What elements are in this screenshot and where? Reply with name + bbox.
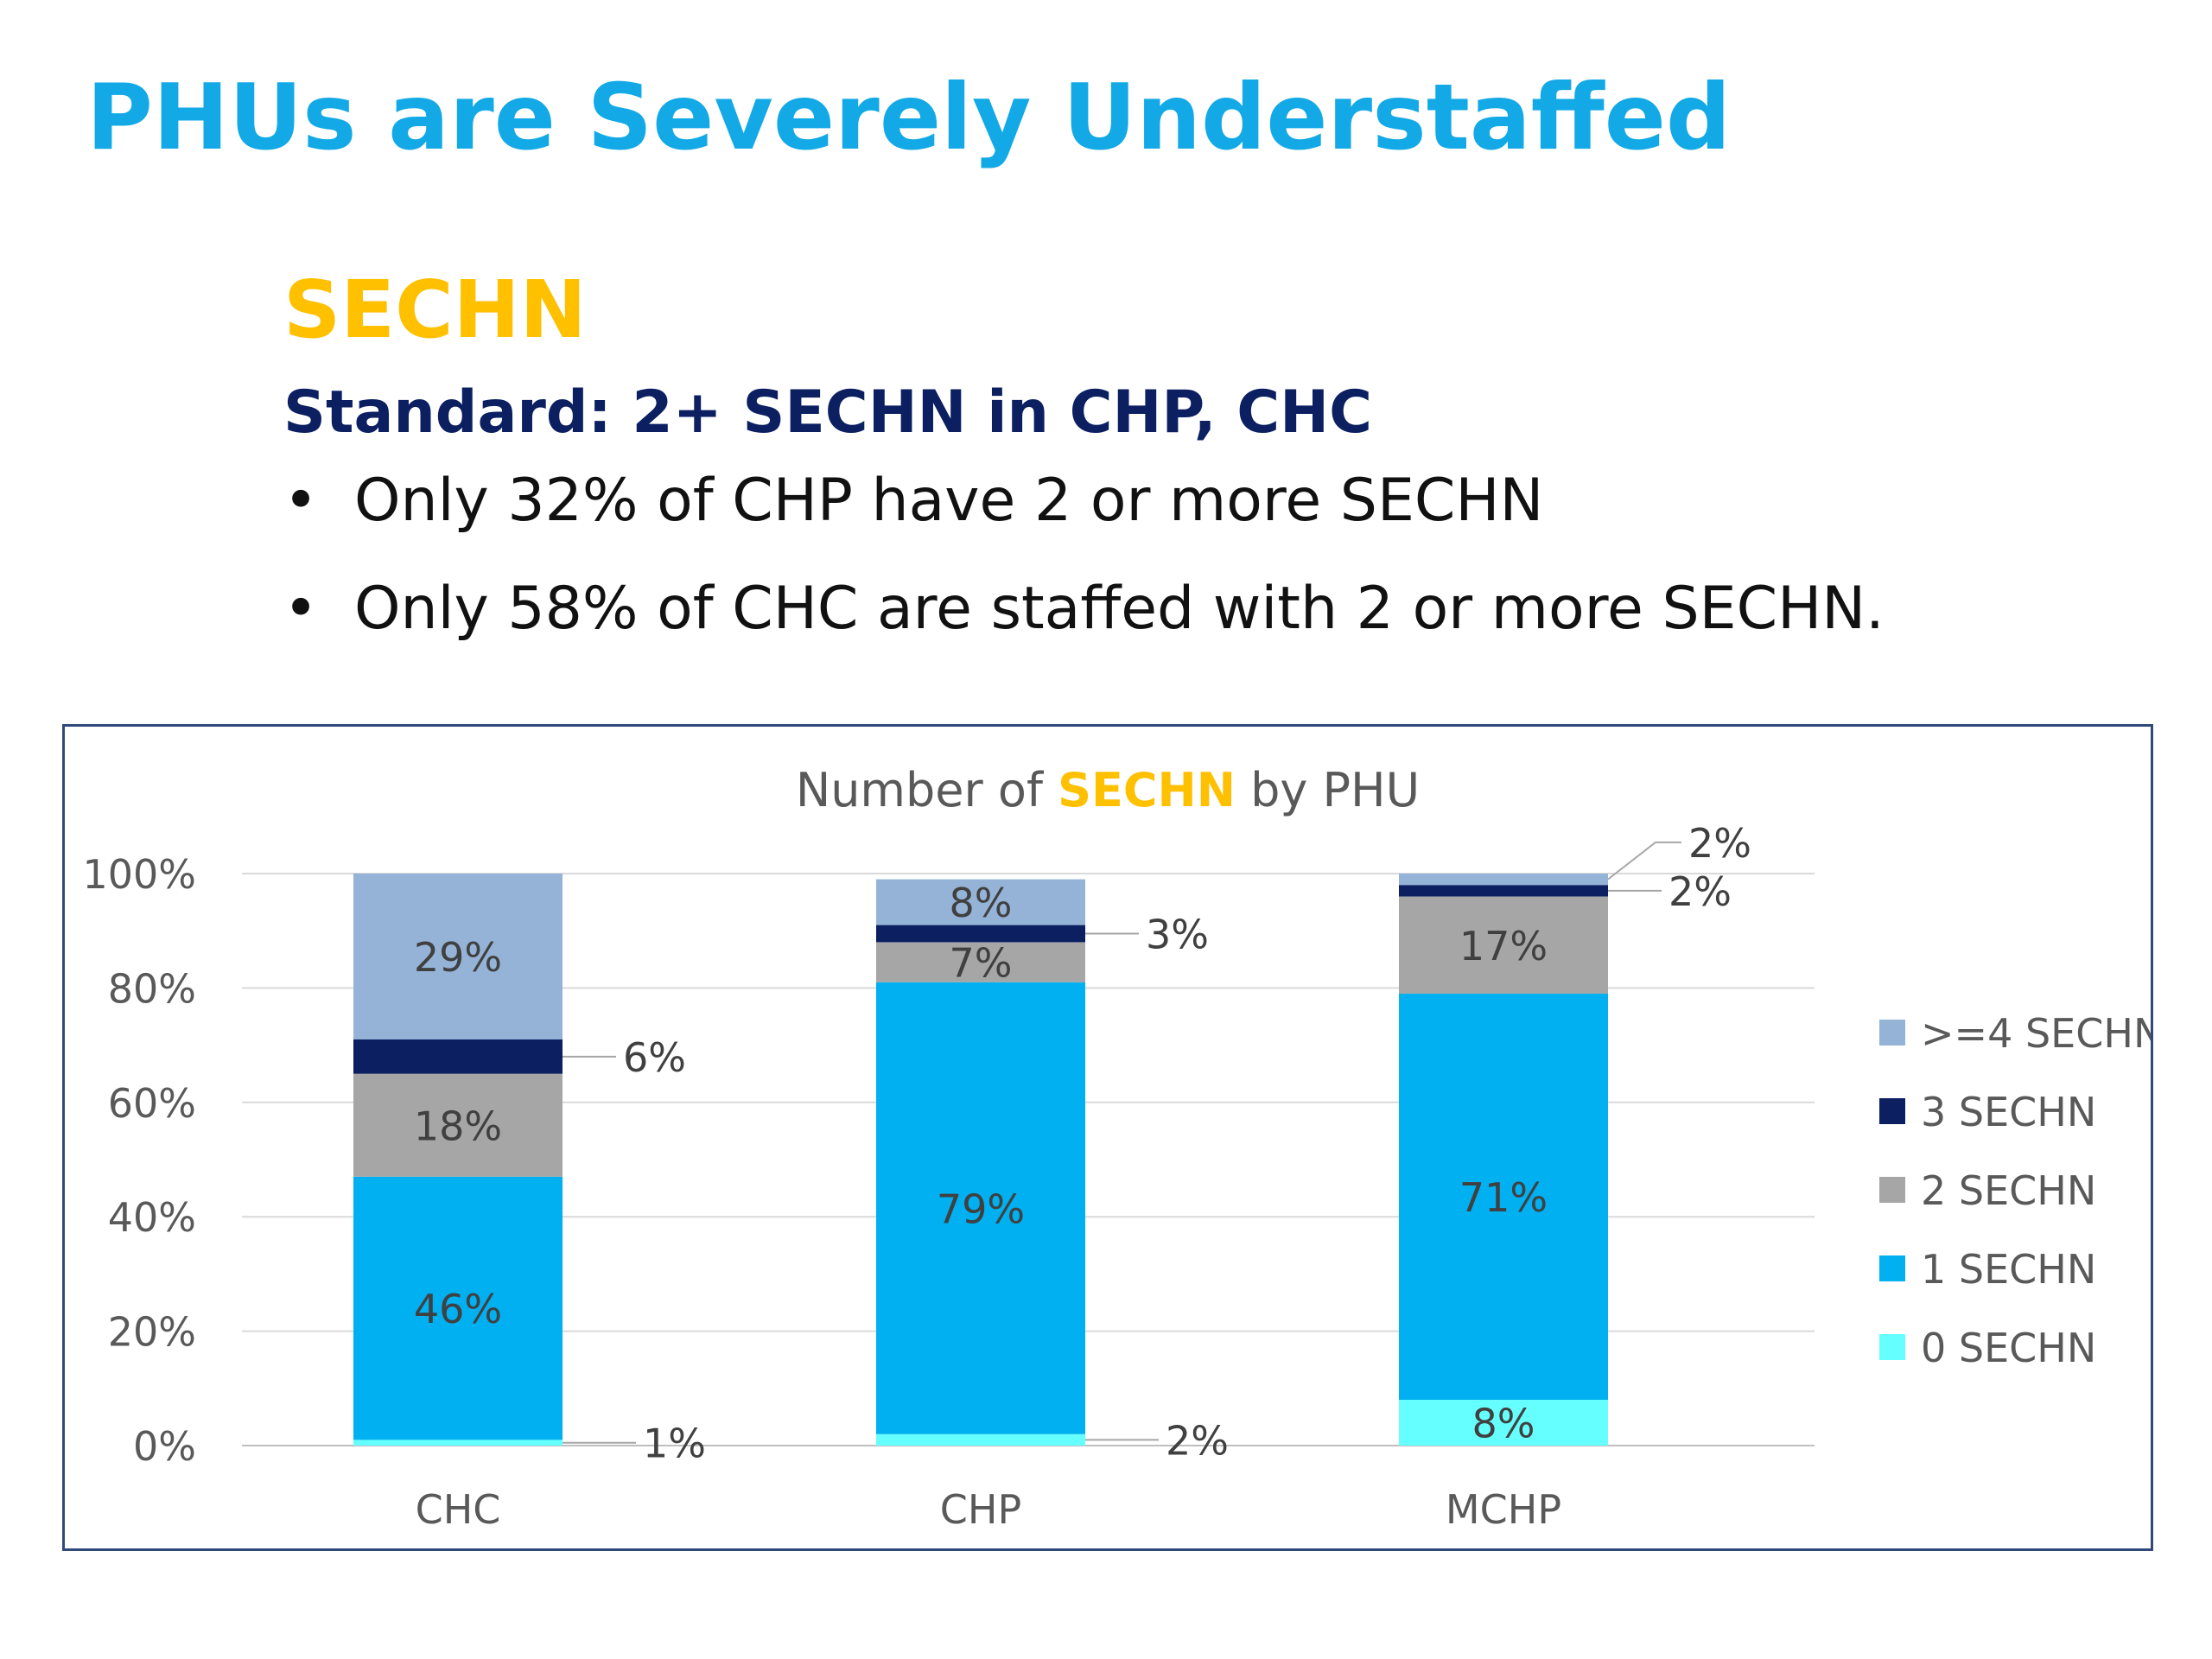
data-label: 2% [1166,1417,1229,1464]
y-tick-label: 100% [82,851,196,898]
chart-frame: Number of SECHN by PHU 0% 20% 40% 60% 80% 100%… [62,724,2153,1551]
chart-title-part: Number of [796,763,1058,817]
legend-label: >=4 SECHN [1921,1010,2151,1057]
chart-title-part: SECHN [1058,763,1236,817]
bullet-text: Only 32% of CHP have 2 or more SECHN [354,467,1544,535]
data-label: 18% [414,1103,502,1149]
bar-segment [1399,885,1608,897]
x-tick-label: CHC [416,1486,501,1533]
bar-segment [876,879,1085,925]
legend-swatch [1879,1020,1905,1046]
data-label: 29% [414,934,502,981]
data-label: 79% [937,1185,1025,1232]
x-tick-label: CHP [940,1486,1021,1533]
data-label: 1% [643,1421,706,1467]
data-label: 17% [1459,923,1548,969]
legend-swatch [1879,1098,1905,1124]
chart-title-part: by PHU [1236,763,1420,817]
legend-label: 3 SECHN [1921,1089,2096,1135]
bar-segment [353,1073,563,1177]
y-tick-label: 0% [133,1423,196,1470]
y-tick-label: 80% [108,965,196,1012]
slide-title: PHUs are Severely Understaffed [86,65,1732,170]
x-tick-label: MCHP [1446,1486,1561,1533]
section-heading: SECHN [283,264,587,356]
bar-segment [876,925,1085,943]
bullet-dot: • [283,575,319,643]
y-tick-label: 20% [108,1309,196,1356]
bar-segment [353,874,563,1039]
data-label: 7% [950,940,1013,987]
y-tick-label: 60% [108,1080,196,1127]
bullet-list: • Only 32% of CHP have 2 or more SECHN •… [283,467,1885,683]
standard-statement: Standard: 2+ SECHN in CHP, CHC [283,378,1372,447]
data-label: 8% [950,880,1013,926]
bullet-dot: • [283,467,319,535]
y-tick-label: 40% [108,1194,196,1241]
leader-line [1607,841,1681,880]
bullet-item: • Only 32% of CHP have 2 or more SECHN [283,467,1885,575]
data-label: 8% [1472,1401,1535,1447]
data-label: 46% [414,1286,502,1332]
bar-segment [353,1440,563,1446]
bar-segment [1399,896,1608,995]
bar-segment [1399,1400,1608,1446]
legend-swatch [1879,1177,1905,1203]
bullet-text: Only 58% of CHC are staffed with 2 or mo… [354,575,1885,643]
stacked-bar-chart: Number of SECHN by PHU 0% 20% 40% 60% 80% 100%… [82,763,2151,1533]
bar-segment [353,1176,563,1440]
legend-label: 2 SECHN [1921,1167,2096,1214]
bar-segment [876,942,1085,982]
bar-segment [1399,874,1608,886]
data-label: 2% [1669,868,1732,915]
data-label: 71% [1459,1174,1548,1221]
bar-segment [353,1039,563,1074]
bar-segment [876,982,1085,1434]
bar-segment [1399,994,1608,1401]
chart-title: Number of SECHN by PHU [796,763,1420,817]
legend-swatch [1879,1255,1905,1281]
legend-swatch [1879,1334,1905,1360]
data-label: 2% [1688,820,1751,867]
bar-segment [876,1433,1085,1446]
data-label: 3% [1146,912,1209,958]
bullet-item: • Only 58% of CHC are staffed with 2 or … [283,575,1885,683]
legend-label: 1 SECHN [1921,1246,2096,1293]
data-label: 6% [623,1034,686,1081]
legend-label: 0 SECHN [1921,1325,2096,1371]
